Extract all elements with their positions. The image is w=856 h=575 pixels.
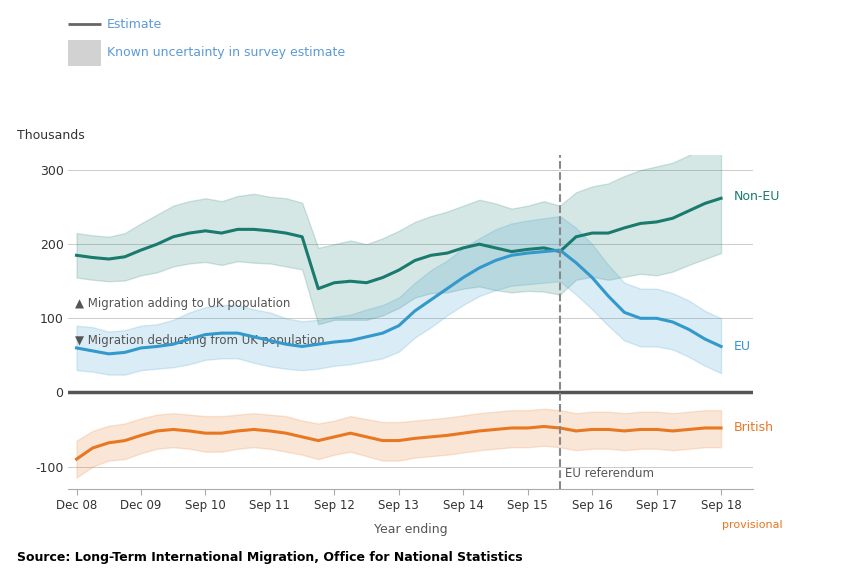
Text: EU: EU — [734, 340, 751, 353]
Text: Known uncertainty in survey estimate: Known uncertainty in survey estimate — [107, 47, 345, 59]
Text: ▲ Migration adding to UK population: ▲ Migration adding to UK population — [75, 297, 291, 311]
Text: provisional: provisional — [722, 520, 782, 530]
Text: Thousands: Thousands — [17, 129, 85, 142]
Text: British: British — [734, 421, 774, 435]
Text: Source: Long-Term International Migration, Office for National Statistics: Source: Long-Term International Migratio… — [17, 550, 523, 564]
X-axis label: Year ending: Year ending — [374, 523, 448, 536]
Text: ▼ Migration deducting from UK population: ▼ Migration deducting from UK population — [75, 334, 325, 347]
Text: EU referendum: EU referendum — [565, 467, 654, 480]
Text: Estimate: Estimate — [107, 18, 163, 30]
Text: Non-EU: Non-EU — [734, 190, 781, 203]
